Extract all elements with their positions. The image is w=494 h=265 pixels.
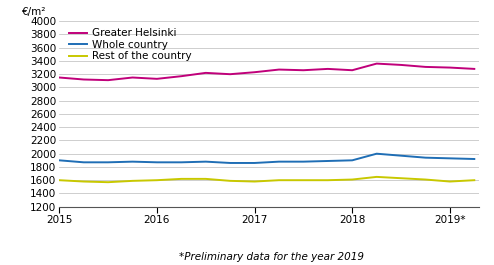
Rest of the country xyxy=(398,177,404,180)
Line: Rest of the country: Rest of the country xyxy=(59,177,474,182)
Greater Helsinki xyxy=(105,78,111,82)
Rest of the country xyxy=(129,179,135,183)
Greater Helsinki xyxy=(300,69,306,72)
Whole country xyxy=(178,161,184,164)
Whole country xyxy=(154,161,160,164)
Greater Helsinki xyxy=(81,78,86,81)
Text: €/m²: €/m² xyxy=(21,7,46,17)
Rest of the country xyxy=(154,179,160,182)
Whole country xyxy=(447,157,453,160)
Greater Helsinki xyxy=(227,73,233,76)
Whole country xyxy=(56,159,62,162)
Line: Whole country: Whole country xyxy=(59,154,474,163)
Rest of the country xyxy=(227,179,233,183)
Greater Helsinki xyxy=(447,66,453,69)
Greater Helsinki xyxy=(178,75,184,78)
Greater Helsinki xyxy=(471,67,477,70)
Greater Helsinki xyxy=(398,63,404,67)
Rest of the country xyxy=(276,179,282,182)
Whole country xyxy=(373,152,379,155)
Rest of the country xyxy=(178,177,184,180)
Rest of the country xyxy=(373,175,379,179)
Text: *Preliminary data for the year 2019: *Preliminary data for the year 2019 xyxy=(179,252,364,262)
Whole country xyxy=(251,161,257,165)
Rest of the country xyxy=(251,180,257,183)
Whole country xyxy=(349,159,355,162)
Rest of the country xyxy=(203,177,209,180)
Greater Helsinki xyxy=(325,67,331,70)
Rest of the country xyxy=(56,179,62,182)
Greater Helsinki xyxy=(56,76,62,79)
Rest of the country xyxy=(325,179,331,182)
Whole country xyxy=(325,160,331,163)
Whole country xyxy=(471,157,477,161)
Greater Helsinki xyxy=(349,69,355,72)
Whole country xyxy=(398,154,404,157)
Greater Helsinki xyxy=(251,70,257,74)
Whole country xyxy=(227,161,233,165)
Rest of the country xyxy=(349,178,355,181)
Whole country xyxy=(129,160,135,163)
Rest of the country xyxy=(447,180,453,183)
Rest of the country xyxy=(471,179,477,182)
Whole country xyxy=(422,156,428,159)
Greater Helsinki xyxy=(276,68,282,71)
Rest of the country xyxy=(81,180,86,183)
Rest of the country xyxy=(300,179,306,182)
Line: Greater Helsinki: Greater Helsinki xyxy=(59,64,474,80)
Greater Helsinki xyxy=(203,71,209,74)
Rest of the country xyxy=(422,178,428,181)
Whole country xyxy=(300,160,306,163)
Greater Helsinki xyxy=(154,77,160,81)
Whole country xyxy=(203,160,209,163)
Greater Helsinki xyxy=(373,62,379,65)
Greater Helsinki xyxy=(129,76,135,79)
Whole country xyxy=(105,161,111,164)
Whole country xyxy=(276,160,282,163)
Greater Helsinki xyxy=(422,65,428,68)
Legend: Greater Helsinki, Whole country, Rest of the country: Greater Helsinki, Whole country, Rest of… xyxy=(69,28,191,61)
Rest of the country xyxy=(105,181,111,184)
Whole country xyxy=(81,161,86,164)
